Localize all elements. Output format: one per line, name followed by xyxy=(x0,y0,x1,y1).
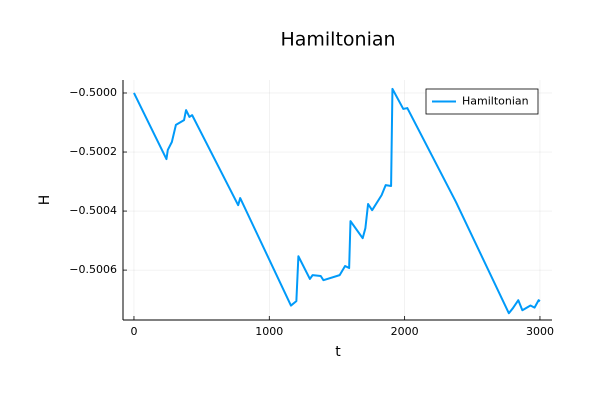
legend-label: Hamiltonian xyxy=(462,95,529,108)
x-tick-label: 2000 xyxy=(391,325,419,338)
x-tick-label: 3000 xyxy=(526,325,554,338)
data-line xyxy=(133,87,541,315)
y-tick-label: −0.5000 xyxy=(69,86,117,99)
legend-box xyxy=(425,88,539,115)
y-tick-label: −0.5006 xyxy=(69,263,117,276)
y-tick-label: −0.5002 xyxy=(69,145,117,158)
y-axis-label: H xyxy=(37,195,53,206)
chart-title: Hamiltonian xyxy=(280,29,395,51)
x-tick-label: 1000 xyxy=(255,325,283,338)
x-tick-label: 0 xyxy=(130,325,137,338)
y-tick-label: −0.5004 xyxy=(69,204,117,217)
x-axis-label: t xyxy=(335,344,341,360)
